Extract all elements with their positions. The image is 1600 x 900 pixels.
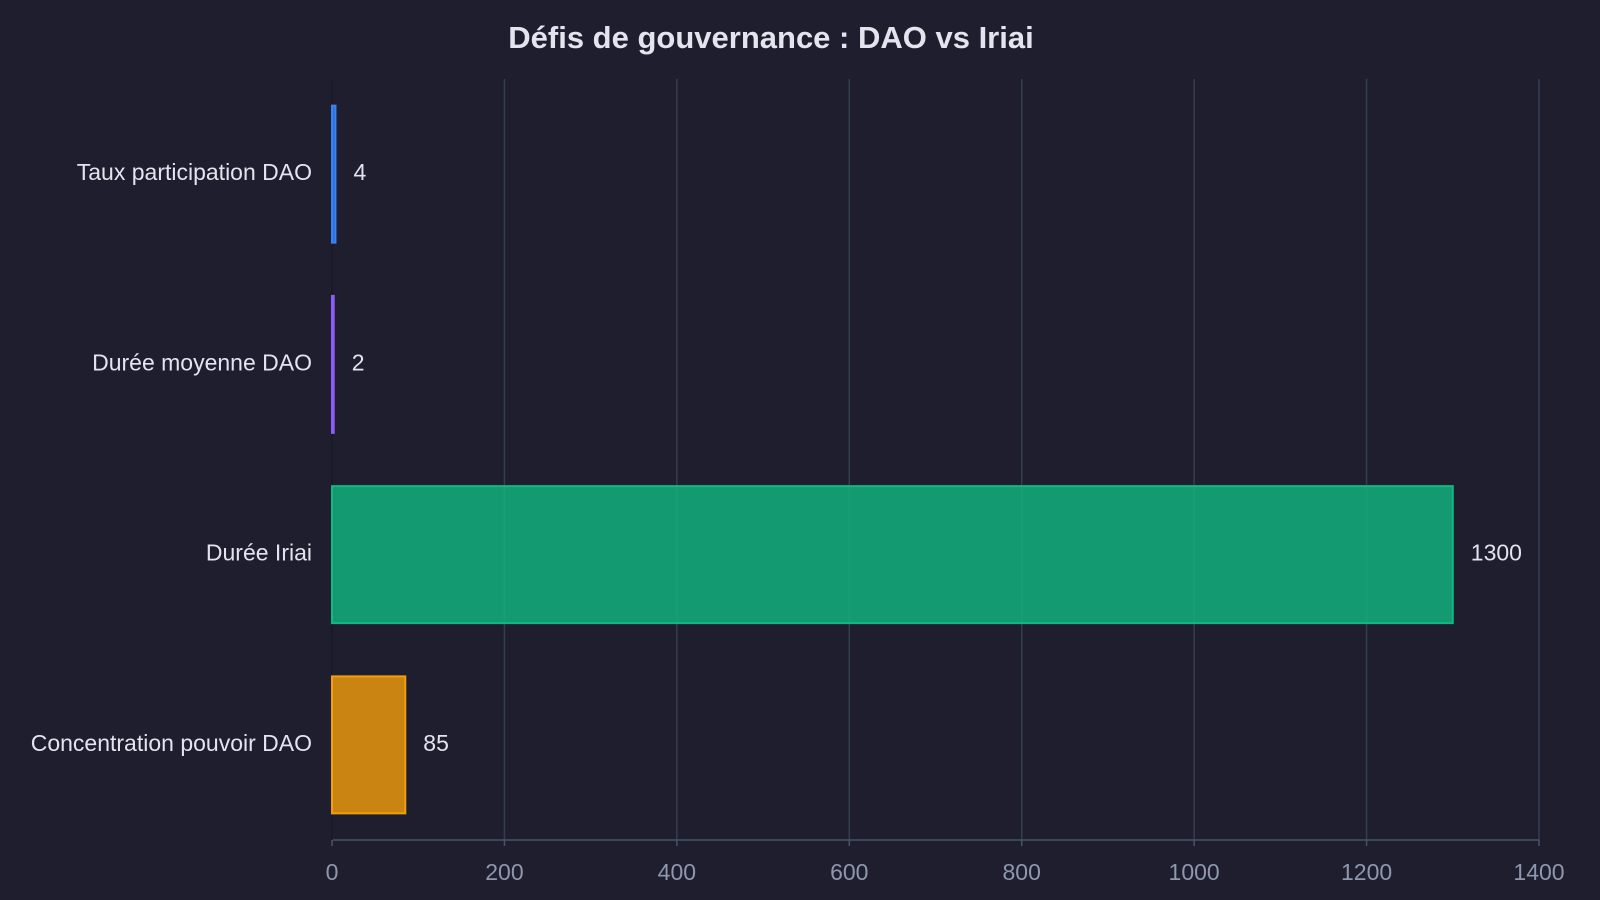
value-label: 2 [352,349,365,375]
y-tick-label: Durée moyenne DAO [92,349,312,375]
bar [331,104,337,244]
bar [331,294,335,434]
x-tick-label: 400 [658,859,696,885]
x-tick-label: 600 [830,859,868,885]
y-tick-label: Concentration pouvoir DAO [31,730,312,756]
x-tick-label: 1200 [1341,859,1392,885]
x-tick-label: 1000 [1169,859,1220,885]
bar [331,675,407,815]
x-tick-label: 200 [485,859,523,885]
value-label: 4 [353,159,366,185]
y-tick-label: Durée Iriai [206,540,312,566]
value-label: 85 [423,730,449,756]
x-tick-label: 1400 [1513,859,1564,885]
x-tick-label: 800 [1003,859,1041,885]
y-tick-label: Taux participation DAO [77,159,312,185]
x-tick-label: 0 [326,859,339,885]
value-label: 1300 [1471,540,1522,566]
bar [331,485,1454,625]
chart-title: Défis de gouvernance : DAO vs Iriai [508,20,1033,55]
